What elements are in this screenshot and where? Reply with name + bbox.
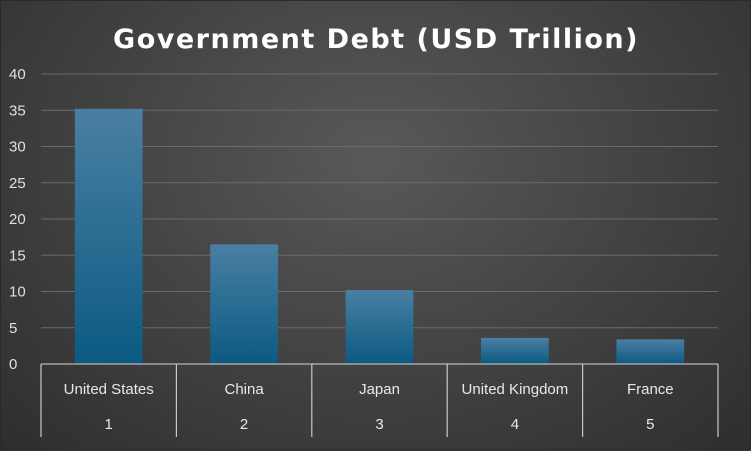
x-category-label: Japan: [359, 381, 400, 398]
x-rank-label: 2: [240, 416, 248, 433]
y-tick-label: 35: [9, 102, 26, 119]
bars: [74, 108, 685, 364]
bar: [74, 108, 143, 364]
y-tick-label: 25: [9, 175, 26, 192]
bar: [345, 290, 414, 364]
y-tick-label: 20: [9, 211, 26, 228]
y-axis-ticks: 0 5 10 15 20 25 30 35 40: [9, 66, 26, 373]
x-category-label: China: [224, 381, 264, 398]
bar: [481, 337, 549, 364]
y-tick-label: 15: [9, 247, 26, 264]
x-rank-label: 3: [375, 416, 383, 433]
x-rank-label: 5: [646, 416, 654, 433]
bar: [210, 244, 278, 364]
chart-title: Government Debt (USD Trillion): [113, 24, 639, 55]
y-tick-label: 40: [9, 66, 26, 83]
y-tick-label: 10: [9, 284, 26, 301]
x-axis: United States 1 China 2 Japan 3 United Kingdom…: [40, 363, 719, 437]
y-tick-label: 30: [9, 139, 26, 156]
y-tick-label: 5: [9, 320, 17, 337]
x-category-label: United States: [64, 381, 154, 398]
x-rank-label: 4: [511, 416, 519, 433]
x-category-label: France: [627, 381, 674, 398]
bar: [616, 339, 685, 364]
x-rank-label: 1: [105, 416, 113, 433]
y-tick-label: 0: [9, 356, 17, 373]
gridlines: [41, 73, 718, 329]
x-category-label: United Kingdom: [462, 381, 569, 398]
